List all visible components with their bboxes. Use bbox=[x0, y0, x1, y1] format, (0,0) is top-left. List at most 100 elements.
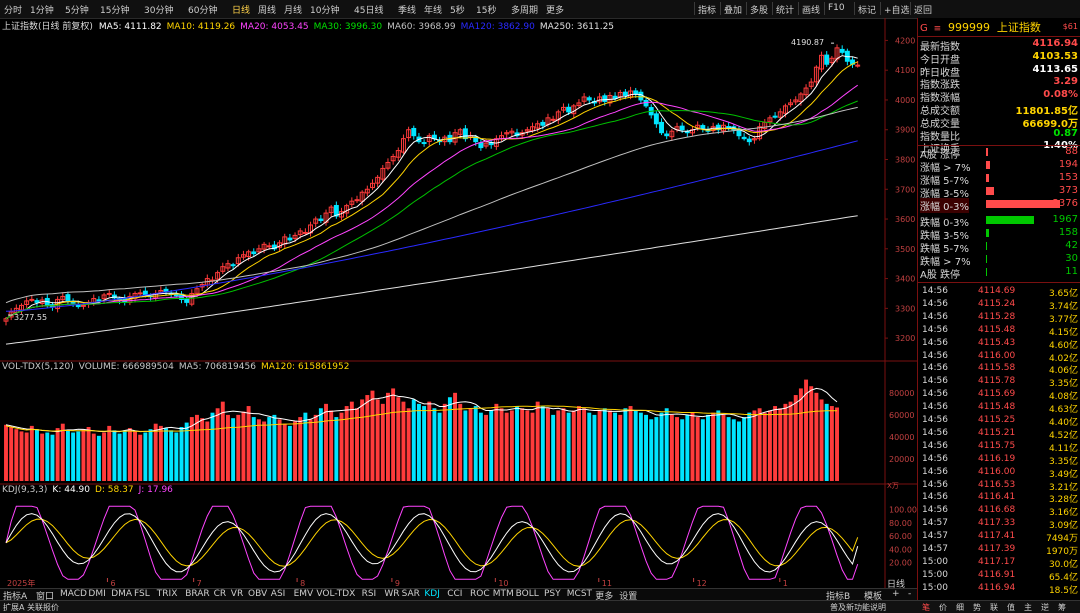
tick-row[interactable]: 14:56 4115.24 3.74亿 bbox=[920, 299, 1078, 312]
tick-row[interactable]: 14:56 4115.25 4.40亿 bbox=[920, 415, 1078, 428]
candle bbox=[462, 128, 468, 140]
tick-row[interactable]: 15:00 4117.17 30.0亿 bbox=[920, 557, 1078, 570]
period-label[interactable]: 日线 bbox=[887, 580, 906, 590]
indicator-tab-7[interactable]: BRAR bbox=[185, 589, 210, 599]
status-tab-6[interactable]: 主 bbox=[1024, 603, 1032, 612]
toolbar-right-item-0[interactable]: 指标 bbox=[698, 6, 717, 16]
toolbar-item-8[interactable]: 月线 bbox=[284, 6, 303, 16]
toolbar-item-11[interactable]: 季线 bbox=[398, 6, 417, 16]
toolbar-right-item-1[interactable]: 叠加 bbox=[724, 6, 743, 16]
tick-row[interactable]: 14:56 4116.00 4.02亿 bbox=[920, 351, 1078, 364]
toolbar-item-12[interactable]: 年线 bbox=[424, 6, 443, 16]
toolbar-right-item-7[interactable]: +自选 bbox=[884, 6, 910, 16]
indicator-tab-1[interactable]: 窗口 bbox=[36, 592, 55, 602]
indicator-tab-5[interactable]: FSL bbox=[134, 589, 150, 599]
template-tab-3[interactable]: - bbox=[908, 589, 912, 599]
indicator-tab-10[interactable]: OBV bbox=[248, 589, 268, 599]
toolbar-right-item-5[interactable]: F10 bbox=[828, 3, 845, 13]
toolbar-item-16[interactable]: 更多 bbox=[546, 6, 565, 16]
toolbar-right-item-4[interactable]: 画线 bbox=[802, 6, 821, 16]
indicator-tab-14[interactable]: RSI bbox=[361, 589, 377, 599]
toolbar-item-7[interactable]: 周线 bbox=[258, 6, 277, 16]
indicator-tab-4[interactable]: DMA bbox=[111, 589, 133, 599]
toolbar-right-item-8[interactable]: 返回 bbox=[914, 6, 933, 16]
tick-row[interactable]: 14:56 4115.48 4.15亿 bbox=[920, 325, 1078, 338]
status-tab-4[interactable]: 联 bbox=[990, 603, 998, 612]
status-right-text[interactable]: 普及新功能说明 bbox=[830, 603, 886, 612]
indicator-tab-12[interactable]: EMV bbox=[293, 589, 314, 599]
indicator-tab-23[interactable]: MCST bbox=[566, 589, 593, 599]
toolbar-right-item-2[interactable]: 多股 bbox=[750, 6, 769, 16]
indicator-tab-16[interactable]: SAR bbox=[401, 589, 420, 599]
toolbar-item-14[interactable]: 15秒 bbox=[476, 6, 497, 16]
indicator-tab-8[interactable]: CR bbox=[213, 589, 227, 599]
tick-row[interactable]: 14:57 4117.41 7494万 bbox=[920, 531, 1078, 544]
tick-row[interactable]: 14:56 4116.00 3.49亿 bbox=[920, 467, 1078, 480]
status-tab-8[interactable]: 筹 bbox=[1058, 603, 1066, 612]
status-tab-3[interactable]: 势 bbox=[973, 603, 981, 612]
status-tab-0[interactable]: 笔 bbox=[922, 603, 930, 612]
indicator-tab-20[interactable]: MTM bbox=[492, 589, 514, 599]
status-tab-2[interactable]: 细 bbox=[956, 603, 964, 612]
toolbar-item-0[interactable]: 分时 bbox=[4, 6, 23, 16]
toolbar-right-item-6[interactable]: 标记 bbox=[858, 6, 877, 16]
tick-row[interactable]: 14:56 4115.78 3.35亿 bbox=[920, 376, 1078, 389]
status-tab-7[interactable]: 逆 bbox=[1041, 603, 1049, 612]
indicator-tab-19[interactable]: ROC bbox=[470, 589, 490, 599]
volume-bar bbox=[422, 406, 427, 481]
toolbar-item-1[interactable]: 1分钟 bbox=[30, 6, 54, 16]
indicator-tab-22[interactable]: PSY bbox=[544, 589, 561, 599]
indicator-tab-3[interactable]: DMI bbox=[88, 589, 106, 599]
tick-row[interactable]: 14:56 4116.41 3.28亿 bbox=[920, 492, 1078, 505]
indicator-tab-0[interactable]: 指标A bbox=[3, 592, 28, 602]
toolbar-item-5[interactable]: 60分钟 bbox=[188, 6, 218, 16]
toolbar-item-3[interactable]: 15分钟 bbox=[100, 6, 130, 16]
tick-price: 4115.48 bbox=[978, 402, 1016, 413]
breadth-row: 跌幅 0-3% 1967 bbox=[920, 214, 1078, 229]
status-tab-5[interactable]: 值 bbox=[1007, 603, 1015, 612]
tick-row[interactable]: 14:56 4116.19 3.35亿 bbox=[920, 454, 1078, 467]
indicator-tab-15[interactable]: WR bbox=[384, 589, 400, 599]
indicator-tab-24[interactable]: 更多 bbox=[595, 592, 614, 602]
tick-row[interactable]: 15:00 4116.94 18.5亿 bbox=[920, 583, 1078, 596]
tick-row[interactable]: 14:56 4116.68 3.16亿 bbox=[920, 505, 1078, 518]
indicator-tab-17[interactable]: KDJ bbox=[424, 589, 440, 599]
tick-row[interactable]: 14:57 4117.33 3.09亿 bbox=[920, 518, 1078, 531]
template-tab-2[interactable]: + bbox=[892, 589, 900, 599]
tick-row[interactable]: 14:56 4115.48 4.63亿 bbox=[920, 402, 1078, 415]
tick-row[interactable]: 14:56 4115.43 4.60亿 bbox=[920, 338, 1078, 351]
tick-row[interactable]: 15:00 4116.91 65.4亿 bbox=[920, 570, 1078, 583]
tick-row[interactable]: 14:57 4117.39 1970万 bbox=[920, 544, 1078, 557]
status-left[interactable]: 扩展A 关联报价 bbox=[3, 603, 60, 612]
tick-row[interactable]: 14:56 4115.75 4.11亿 bbox=[920, 441, 1078, 454]
tick-row[interactable]: 14:56 4116.53 3.21亿 bbox=[920, 480, 1078, 493]
toolbar-item-10[interactable]: 45日线 bbox=[354, 6, 384, 16]
toolbar-item-2[interactable]: 5分钟 bbox=[65, 6, 89, 16]
indicator-tab-13[interactable]: VOL-TDX bbox=[316, 589, 356, 599]
indicator-tab-2[interactable]: MACD bbox=[60, 589, 87, 599]
tick-row[interactable]: 14:56 4115.69 4.08亿 bbox=[920, 389, 1078, 402]
tick-row[interactable]: 14:56 4114.69 3.65亿 bbox=[920, 286, 1078, 299]
status-tab-1[interactable]: 价 bbox=[939, 603, 947, 612]
toolbar-right-item-3[interactable]: 统计 bbox=[776, 6, 795, 16]
toolbar-item-6[interactable]: 日线 bbox=[232, 6, 251, 16]
volume-bar bbox=[205, 421, 210, 481]
toolbar-item-15[interactable]: 多周期 bbox=[511, 6, 539, 16]
toolbar-item-9[interactable]: 10分钟 bbox=[310, 6, 340, 16]
tick-row[interactable]: 14:56 4115.28 3.77亿 bbox=[920, 312, 1078, 325]
tick-row[interactable]: 14:56 4115.58 4.06亿 bbox=[920, 363, 1078, 376]
template-tab-1[interactable]: 模板 bbox=[864, 592, 883, 602]
indicator-tab-25[interactable]: 设置 bbox=[619, 592, 638, 602]
indicator-tab-18[interactable]: CCI bbox=[447, 589, 463, 599]
indicator-tab-11[interactable]: ASI bbox=[270, 589, 286, 599]
indicator-tab-9[interactable]: VR bbox=[230, 589, 244, 599]
tick-row[interactable]: 14:56 4115.21 4.52亿 bbox=[920, 428, 1078, 441]
top-toolbar: 分时 1分钟 5分钟 15分钟 30分钟 60分钟 日线 周线 月线 10分钟 45日线 季线 年线 5秒… bbox=[0, 0, 1080, 19]
indicator-tab-6[interactable]: TRIX bbox=[156, 589, 178, 599]
tick-time: 14:56 bbox=[922, 492, 948, 503]
indicator-tab-21[interactable]: BOLL bbox=[515, 589, 539, 599]
template-tab-0[interactable]: 指标B bbox=[826, 592, 851, 602]
toolbar-item-4[interactable]: 30分钟 bbox=[144, 6, 174, 16]
toolbar-item-13[interactable]: 5秒 bbox=[450, 6, 465, 16]
